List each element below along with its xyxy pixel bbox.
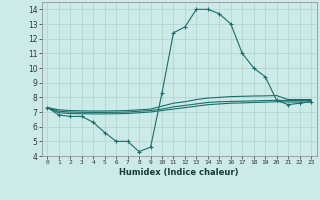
X-axis label: Humidex (Indice chaleur): Humidex (Indice chaleur) xyxy=(119,168,239,177)
